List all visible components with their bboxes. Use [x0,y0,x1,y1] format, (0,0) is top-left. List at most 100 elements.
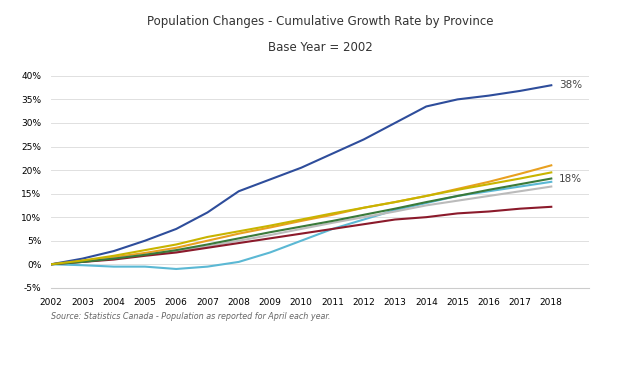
SK [485,189,493,193]
ON [391,207,399,211]
SK [235,260,243,264]
ON [485,187,493,192]
CAN [329,211,337,215]
ON [266,230,274,234]
BC [329,213,337,217]
BC [110,255,118,259]
CAN [235,229,243,234]
SK [204,265,211,269]
CAN [547,170,555,175]
QC [141,254,149,258]
ON [298,224,305,229]
QC [110,257,118,262]
ON [79,260,86,264]
AB [47,262,55,266]
MB [141,253,149,257]
BC [547,163,555,168]
CAN [47,262,55,266]
AB [422,104,430,109]
Line: AB: AB [51,85,551,264]
ON [547,176,555,181]
MB [360,215,367,220]
QC [391,217,399,222]
SK [422,201,430,205]
MB [172,249,180,253]
SK [79,263,86,268]
CAN [298,217,305,222]
Line: SK: SK [51,182,551,269]
AB [454,97,461,101]
Text: 18%: 18% [559,175,582,184]
AB [360,137,367,142]
CAN [516,176,524,181]
QC [79,260,86,264]
CAN [360,206,367,210]
CAN [204,235,211,239]
AB [141,238,149,243]
AB [235,189,243,193]
CAN [141,248,149,252]
AB [79,256,86,261]
SK [360,217,367,222]
BC [204,238,211,243]
AB [298,165,305,170]
CAN [454,187,461,192]
CAN [172,242,180,247]
QC [266,236,274,241]
SK [454,194,461,198]
ON [360,213,367,217]
MB [266,233,274,237]
BC [266,225,274,230]
Line: MB: MB [51,187,551,264]
MB [547,184,555,189]
BC [235,231,243,236]
BC [516,172,524,176]
Text: Population Changes - Cumulative Growth Rate by Province: Population Changes - Cumulative Growth R… [147,15,493,28]
MB [329,221,337,225]
MB [454,199,461,203]
ON [204,242,211,247]
MB [110,256,118,261]
QC [298,231,305,236]
MB [204,244,211,249]
ON [110,256,118,261]
AB [204,210,211,215]
Text: Base Year = 2002: Base Year = 2002 [268,41,372,54]
AB [172,227,180,231]
AB [329,151,337,156]
Line: ON: ON [51,179,551,264]
ON [329,219,337,223]
ON [454,194,461,198]
QC [204,245,211,250]
AB [485,93,493,98]
ON [172,248,180,252]
SK [391,208,399,212]
BC [79,259,86,263]
MB [298,227,305,231]
Line: BC: BC [51,165,551,264]
MB [516,189,524,193]
MB [235,238,243,243]
BC [47,262,55,266]
BC [172,245,180,250]
SK [172,267,180,271]
SK [266,250,274,255]
QC [47,262,55,266]
MB [422,203,430,208]
SK [547,180,555,184]
BC [391,200,399,204]
ON [141,253,149,257]
MB [485,194,493,198]
BC [454,187,461,191]
MB [47,262,55,266]
CAN [485,182,493,186]
AB [391,121,399,125]
QC [172,250,180,255]
MB [391,209,399,214]
BC [422,194,430,198]
MB [79,260,86,264]
CAN [79,258,86,263]
Text: Source: Statistics Canada - Population as reported for April each year.: Source: Statistics Canada - Population a… [51,312,331,321]
CAN [422,194,430,198]
SK [141,265,149,269]
